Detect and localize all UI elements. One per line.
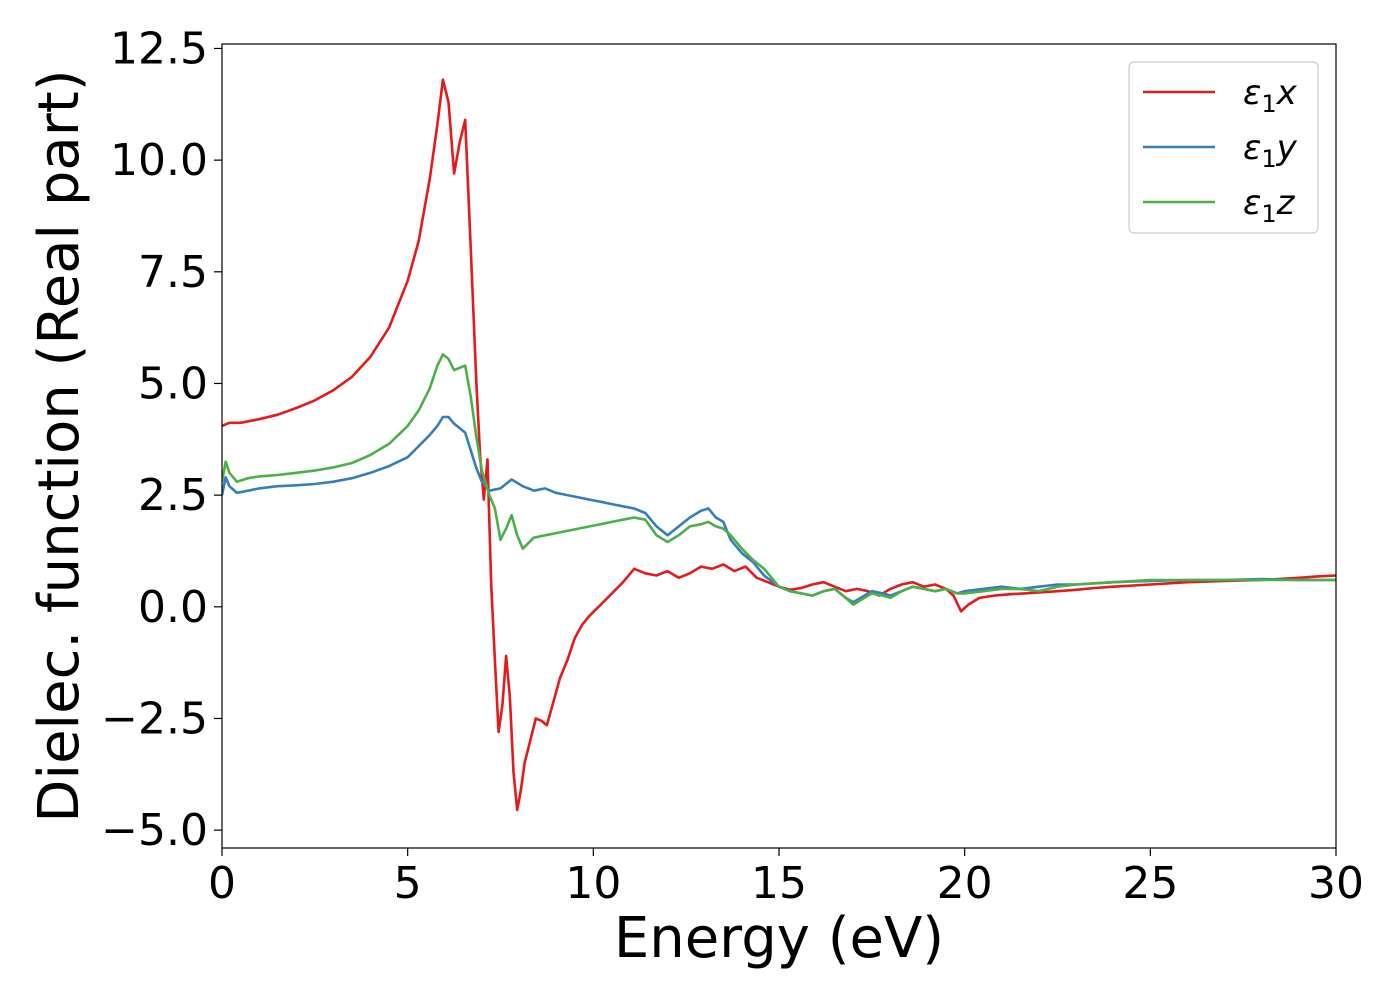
x-axis-title: Energy (eV) — [614, 906, 944, 971]
x-tick-label: 10 — [565, 858, 621, 909]
x-axis-ticks: 0 5 10 15 20 25 30 — [208, 848, 1364, 909]
series-line-1 — [222, 78, 1336, 812]
x-tick-label: 30 — [1308, 858, 1364, 909]
plot-lines — [222, 78, 1336, 812]
y-tick-label: 10.0 — [110, 135, 208, 186]
legend-label: ε1y — [1243, 128, 1298, 173]
y-tick-label: 0.0 — [138, 582, 208, 633]
y-axis-ticks: −5.0 −2.5 0.0 2.5 5.0 7.5 10.0 12.5 — [101, 23, 222, 856]
y-axis-title: Dielec. function (Real part) — [27, 69, 92, 822]
y-tick-label: −5.0 — [101, 805, 208, 856]
y-tick-label: −2.5 — [101, 693, 208, 744]
legend: ε1x ε1y ε1z — [1128, 61, 1319, 234]
legend-label: ε1z — [1243, 183, 1296, 228]
x-tick-label: 15 — [751, 858, 807, 909]
y-tick-label: 12.5 — [110, 23, 208, 74]
legend-label: ε1x — [1243, 73, 1298, 118]
y-tick-label: 2.5 — [138, 470, 208, 521]
y-tick-label: 5.0 — [138, 358, 208, 409]
x-tick-label: 20 — [937, 858, 993, 909]
x-tick-label: 0 — [208, 858, 236, 909]
series-line-3 — [222, 353, 1336, 606]
x-tick-label: 25 — [1122, 858, 1178, 909]
legend-box — [1128, 61, 1319, 234]
x-tick-label: 5 — [394, 858, 422, 909]
y-tick-label: 7.5 — [138, 247, 208, 298]
